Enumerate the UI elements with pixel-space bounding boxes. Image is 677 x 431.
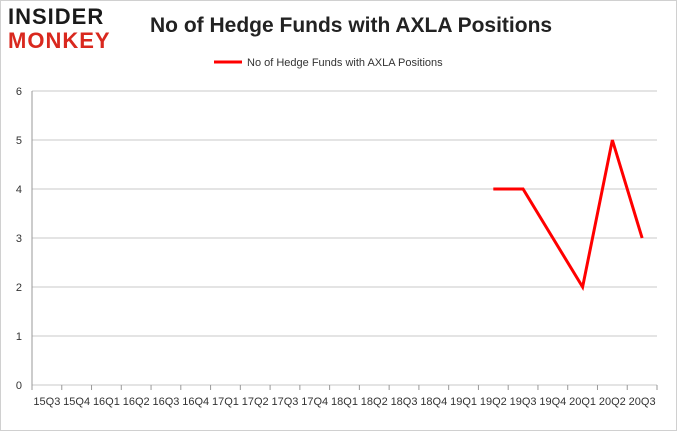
series-line-0 (493, 139, 644, 292)
y-tick-label: 6 (16, 86, 22, 98)
x-tick-label: 16Q4 (182, 396, 209, 408)
logo-line-2: MONKEY (8, 28, 111, 53)
x-tick-label: 17Q3 (272, 396, 299, 408)
x-tick-label: 20Q2 (599, 396, 626, 408)
x-tick-label: 17Q1 (212, 396, 239, 408)
y-tick-label: 2 (16, 282, 22, 294)
x-tick-label: 19Q3 (510, 396, 537, 408)
legend-label: No of Hedge Funds with AXLA Positions (247, 57, 443, 69)
x-tick-label: 19Q2 (480, 396, 507, 408)
x-tick-label: 18Q2 (361, 396, 388, 408)
x-tick-label: 19Q4 (539, 396, 566, 408)
y-tick-label: 1 (16, 331, 22, 343)
y-tick-label: 3 (16, 233, 22, 245)
x-tick-label: 20Q1 (569, 396, 596, 408)
y-tick-label: 5 (16, 135, 22, 147)
y-tick-label: 4 (16, 184, 22, 196)
x-tick-label: 16Q1 (93, 396, 120, 408)
x-tick-label: 20Q3 (629, 396, 656, 408)
insider-monkey-logo: INSIDER MONKEY (8, 6, 128, 54)
x-tick-label: 18Q4 (420, 396, 447, 408)
x-tick-label: 15Q3 (33, 396, 60, 408)
x-tick-label: 19Q1 (450, 396, 477, 408)
x-tick-label: 18Q1 (331, 396, 358, 408)
x-tick-label: 17Q2 (242, 396, 269, 408)
x-tick-label: 17Q4 (301, 396, 328, 408)
logo-line-1: INSIDER (8, 4, 105, 29)
chart-title: No of Hedge Funds with AXLA Positions (150, 14, 553, 37)
x-tick-label: 16Q2 (123, 396, 150, 408)
y-tick-label: 0 (16, 380, 22, 392)
x-tick-label: 15Q4 (63, 396, 90, 408)
x-tick-label: 16Q3 (152, 396, 179, 408)
x-tick-label: 18Q3 (391, 396, 418, 408)
